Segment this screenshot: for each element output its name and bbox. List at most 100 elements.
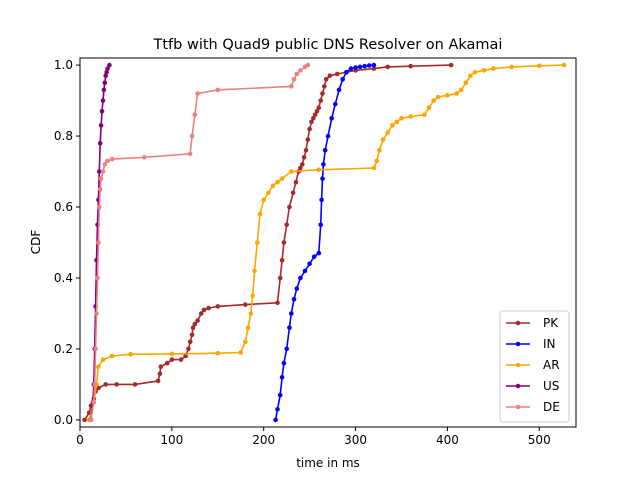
data-point [294,71,300,77]
data-point [327,73,333,78]
data-point [97,169,102,174]
legend-item-ar: AR [506,358,560,372]
data-point [561,62,567,68]
data-point [187,151,193,157]
legend: PK IN AR US DE [499,310,570,423]
data-point [325,133,331,139]
data-point [408,63,414,69]
data-point [104,69,109,75]
data-point [293,179,299,185]
legend-label: IN [543,337,556,351]
data-point [336,87,342,93]
data-point [431,98,436,103]
legend-label: PK [543,316,559,330]
legend-item-in: IN [506,337,556,351]
data-point [307,261,312,267]
data-point [298,68,303,73]
data-point [109,156,115,162]
data-point [481,68,487,73]
axes-frame [79,57,577,428]
data-point [374,158,380,164]
data-point [183,353,188,359]
data-point [284,222,290,228]
data-point [206,305,211,311]
legend-marker [515,404,521,410]
data-point [165,360,170,366]
plot-lines [82,62,567,423]
data-point [94,311,99,316]
data-point [128,352,133,357]
data-point [289,311,294,316]
data-point [316,105,322,110]
data-point [316,167,322,173]
data-point [192,321,198,327]
y-tick-label: 0.2 [54,342,73,356]
data-point [318,98,324,103]
data-point [250,293,255,299]
data-point [107,62,112,68]
data-point [445,93,450,98]
data-point [190,325,196,331]
data-point [275,407,280,412]
y-axis-label: CDF [29,230,43,255]
data-point [367,63,372,68]
data-point [100,357,106,362]
data-point [178,357,184,362]
x-axis-label: time in ms [296,456,360,470]
chart-title: Ttfb with Quad9 public DNS Resolver on A… [153,37,503,53]
data-point [348,66,354,71]
data-point [302,268,308,274]
data-point [257,211,263,217]
data-point [290,190,296,196]
x-tick-label: 400 [436,433,459,447]
y-tick-label: 0.6 [54,200,73,214]
data-point [254,240,260,245]
data-point [291,77,297,82]
data-point [270,183,276,188]
data-point [266,190,271,196]
data-point [142,155,147,160]
data-point [97,204,102,210]
data-point [215,304,221,309]
legend-label: DE [543,400,560,414]
y-tick-label: 0.4 [54,271,73,285]
data-point [97,140,103,146]
data-point [357,64,363,70]
data-point [454,91,459,96]
data-point [187,339,193,345]
y-tick-label: 0.0 [54,413,73,427]
data-point [319,197,324,203]
data-point [102,162,108,167]
data-point [261,197,267,203]
data-point [98,176,104,181]
data-point [105,158,110,164]
data-point [371,62,377,68]
data-point [362,63,368,69]
data-point [298,165,303,171]
data-point [491,66,496,71]
data-point [195,318,200,323]
data-point [103,73,108,78]
data-point [371,66,377,71]
series-in [273,62,377,423]
data-point [88,417,94,423]
data-point [291,297,297,302]
data-point [155,378,161,384]
data-point [96,364,101,370]
data-point [340,77,346,82]
data-point [169,357,175,362]
data-point [82,417,87,423]
data-point [311,254,317,259]
data-point [422,112,427,118]
data-point [114,382,119,387]
data-point [99,108,105,114]
data-point [399,116,404,121]
data-point [277,392,283,398]
data-point [314,108,320,114]
x-tick-label: 300 [344,433,367,447]
data-point [289,84,294,89]
data-point [103,382,108,387]
data-point [109,353,115,359]
data-point [323,77,329,82]
